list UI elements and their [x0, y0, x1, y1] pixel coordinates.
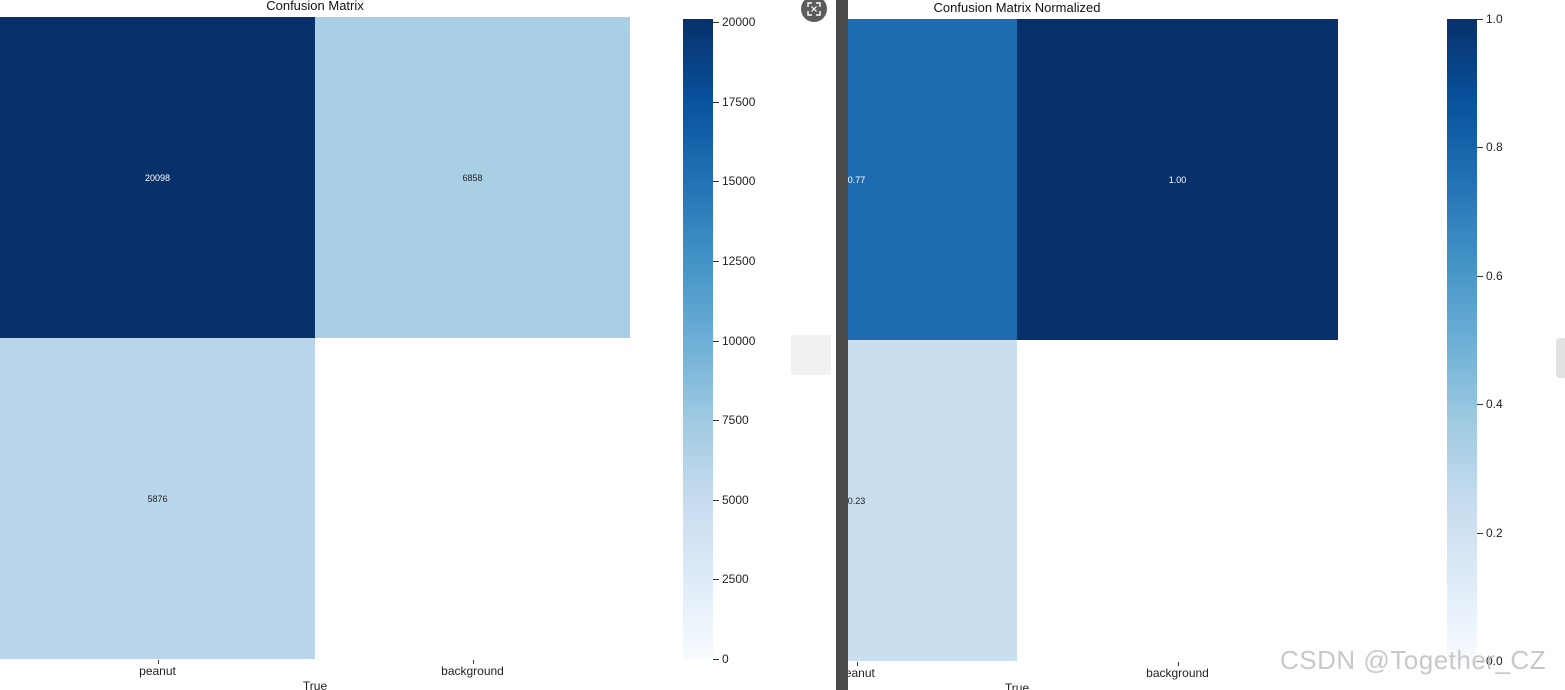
- x-tick-mark: [472, 660, 474, 664]
- chart-title: Confusion Matrix: [266, 0, 364, 13]
- confusion-matrix-panel: Confusion Matrix 20098 6858 5876 peanut backg…: [0, 0, 756, 690]
- x-tick-mark: [157, 660, 159, 664]
- x-axis-label: True: [1004, 681, 1030, 690]
- heatmap-cell: [315, 17, 630, 338]
- colorbar-tick-label: 0.8: [1486, 140, 1503, 155]
- colorbar-tick: [713, 420, 719, 422]
- chart-title: Confusion Matrix Normalized: [933, 0, 1101, 15]
- confusion-matrix-normalized-panel: Confusion Matrix Normalized 0.77 1.00 0.23 p…: [848, 0, 1565, 690]
- colorbar-tick: [713, 181, 719, 183]
- x-tick-label: background: [441, 664, 504, 678]
- colorbar-tick: [713, 499, 719, 501]
- colorbar-tick-label: 0.0: [1486, 654, 1503, 668]
- colorbar: [1447, 19, 1477, 661]
- colorbar-tick-label: 0: [722, 652, 729, 666]
- heatmap-cell: [0, 338, 315, 659]
- colorbar-tick-label: 0.6: [1486, 268, 1503, 283]
- colorbar: [683, 19, 713, 659]
- x-tick-mark: [856, 662, 858, 666]
- colorbar-tick-label: 0.4: [1486, 397, 1503, 412]
- colorbar-tick-label: 15000: [722, 174, 756, 189]
- colorbar-tick-label: 5000: [722, 492, 749, 507]
- heatmap-cell-label: 0.23: [848, 495, 866, 506]
- heatmap-cell: [0, 17, 315, 338]
- colorbar-tick-label: 1.0: [1486, 12, 1503, 26]
- heatmap-cell-label: 5876: [147, 493, 168, 504]
- x-tick-label: background: [1146, 666, 1209, 680]
- colorbar-tick: [713, 340, 719, 342]
- previous-image-button[interactable]: [791, 335, 831, 375]
- colorbar-tick: [713, 22, 719, 24]
- fullscreen-button[interactable]: [801, 0, 827, 22]
- heatmap-cell: [848, 19, 1017, 340]
- fullscreen-icon: [807, 2, 821, 16]
- colorbar-tick: [713, 659, 719, 660]
- x-tick-label: peanut: [139, 664, 176, 678]
- colorbar-tick-label: 10000: [722, 333, 756, 348]
- colorbar-tick-label: 0.2: [1486, 525, 1503, 540]
- colorbar-tick: [1477, 19, 1483, 20]
- colorbar-tick: [1477, 275, 1483, 277]
- heatmap-cell-label: 0.77: [848, 174, 866, 185]
- colorbar-tick: [1477, 147, 1483, 149]
- heatmap-cell: [1017, 19, 1338, 340]
- colorbar-tick: [713, 101, 719, 103]
- colorbar-tick: [1477, 661, 1483, 662]
- colorbar-tick-label: 7500: [722, 413, 749, 428]
- colorbar-tick-label: 17500: [722, 94, 756, 109]
- colorbar-tick: [1477, 404, 1483, 406]
- x-tick-label: peanut: [848, 666, 875, 680]
- colorbar-tick: [713, 579, 719, 581]
- heatmap-cell: [848, 340, 1017, 661]
- heatmap-cell-label: 6858: [462, 172, 483, 183]
- colorbar-tick: [1477, 532, 1483, 534]
- colorbar-tick-label: 20000: [722, 15, 756, 30]
- next-image-button[interactable]: [1556, 338, 1565, 378]
- x-tick-mark: [1177, 662, 1179, 666]
- x-axis-label: True: [302, 679, 328, 690]
- panel-divider[interactable]: [836, 0, 848, 690]
- colorbar-tick-label: 2500: [722, 572, 749, 587]
- heatmap-cell-label: 1.00: [1168, 174, 1187, 185]
- colorbar-tick-label: 12500: [722, 253, 756, 268]
- colorbar-tick: [713, 260, 719, 262]
- heatmap-cell-label: 20098: [144, 172, 171, 183]
- watermark: CSDN @Together_CZ: [1280, 645, 1547, 675]
